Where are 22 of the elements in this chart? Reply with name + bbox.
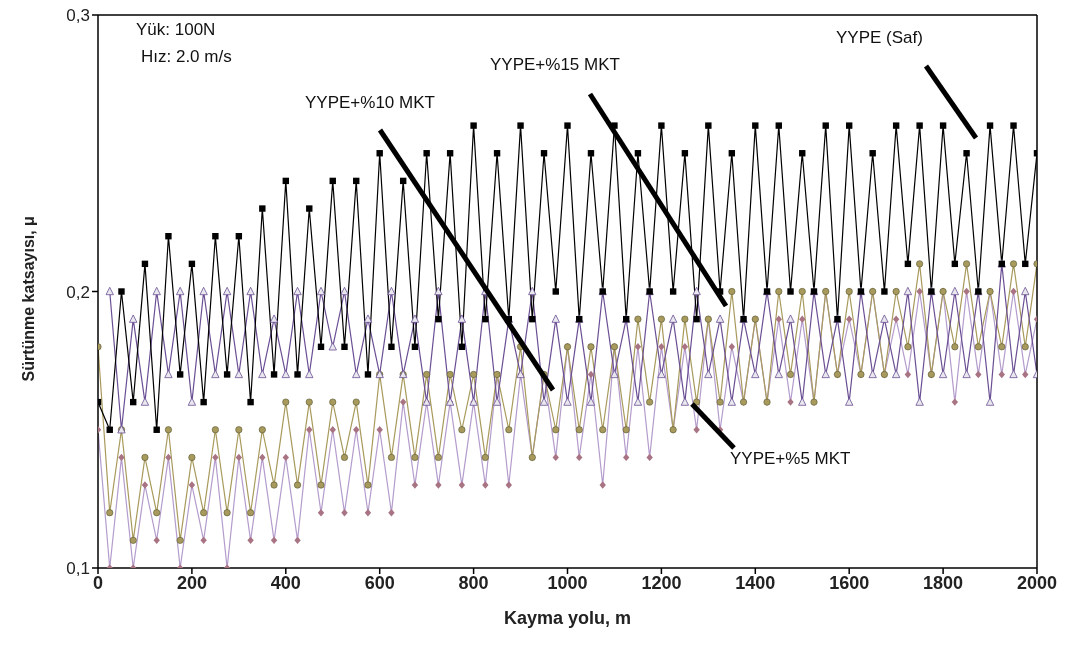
text: YYPE+%10 MKT — [305, 93, 435, 113]
x-tick-label: 0 — [92, 572, 104, 593]
y-axis-title: Sürtünme katsayısı, μ — [19, 216, 37, 382]
annotation: Yük: 100N — [136, 20, 216, 40]
x-tick-label: 1800 — [923, 572, 964, 593]
y-tick-label: 0,3 — [66, 6, 90, 26]
annotation: Hız: 2.0 m/s — [141, 47, 232, 67]
x-tick-label: 1000 — [547, 572, 588, 593]
x-tick-label: 1600 — [829, 572, 870, 593]
x-tick-label: 600 — [364, 572, 395, 593]
x-tick-label: 400 — [270, 572, 301, 593]
y-tick-label: 0,2 — [66, 282, 90, 302]
x-tick-label: 800 — [458, 572, 489, 593]
series-label: YYPE+%5 MKT — [730, 449, 851, 469]
x-tick-label: 1200 — [641, 572, 682, 593]
text: YYPE+%15 MKT — [490, 55, 620, 75]
x-tick-label: 200 — [176, 572, 207, 593]
y-tick-label: 0,1 — [66, 559, 90, 579]
x-tick-label: 1400 — [735, 572, 776, 593]
text: YYPE (Saf) — [836, 28, 923, 48]
x-axis-title: Kayma yolu, m — [503, 608, 632, 628]
x-tick-label: 2000 — [1016, 572, 1058, 593]
